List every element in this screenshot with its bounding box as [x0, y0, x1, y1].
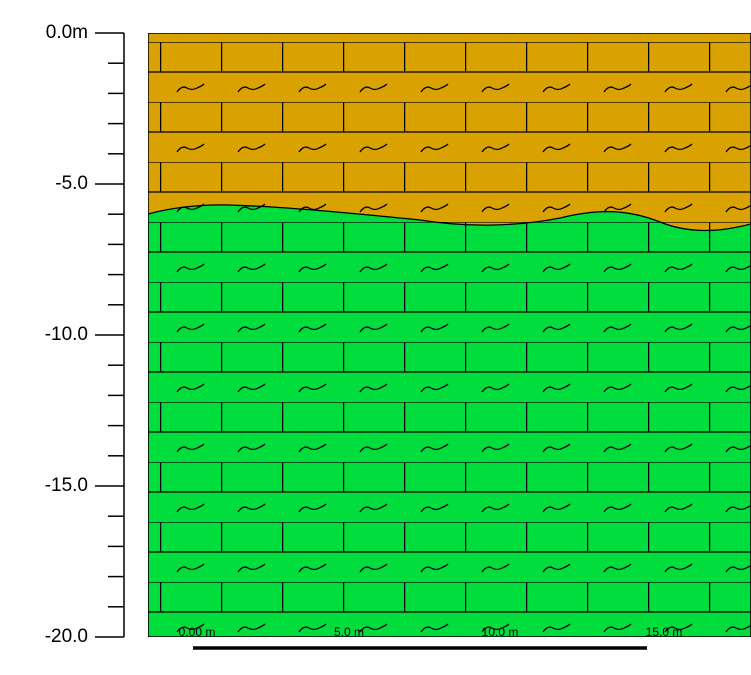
depth-label: -10.0	[45, 324, 88, 345]
depth-label: 0.0m	[46, 22, 88, 43]
scale-label: 5.0 m	[334, 625, 364, 639]
lithology-pattern	[148, 33, 751, 637]
depth-label: -5.0	[55, 173, 88, 194]
strata	[148, 33, 751, 637]
scale-label: 10.0 m	[482, 625, 519, 639]
scale-label: 15.0 m	[646, 625, 683, 639]
depth-label: -20.0	[45, 626, 88, 647]
depth-label: -15.0	[45, 475, 88, 496]
scale-label: 0.00 m	[179, 625, 216, 639]
